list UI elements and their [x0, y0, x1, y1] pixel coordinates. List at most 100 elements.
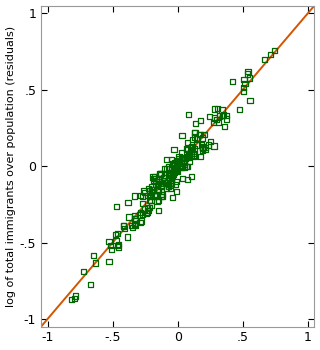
Point: [159, 182, 164, 188]
Point: [175, 158, 180, 164]
Point: [220, 107, 225, 113]
Point: [212, 106, 217, 112]
Point: [163, 180, 168, 185]
Point: [184, 164, 189, 169]
Point: [132, 220, 137, 226]
Point: [170, 161, 175, 166]
Point: [132, 222, 138, 228]
Point: [162, 172, 167, 178]
Point: [180, 163, 185, 168]
Point: [206, 142, 211, 148]
Point: [211, 120, 216, 125]
Point: [144, 211, 149, 216]
Point: [138, 192, 143, 198]
Point: [154, 192, 159, 197]
Point: [198, 154, 203, 160]
Point: [185, 140, 190, 145]
Point: [121, 223, 126, 229]
Point: [132, 215, 138, 221]
Point: [174, 189, 179, 194]
Point: [207, 113, 212, 119]
Point: [176, 158, 181, 163]
Point: [150, 174, 156, 180]
Point: [179, 157, 184, 163]
Point: [198, 118, 203, 124]
Point: [162, 175, 167, 180]
Point: [153, 193, 158, 199]
Point: [166, 164, 171, 170]
Point: [272, 48, 277, 53]
Point: [139, 218, 144, 224]
Point: [172, 160, 177, 165]
Point: [189, 144, 195, 150]
Point: [132, 213, 137, 218]
Point: [69, 297, 74, 303]
Point: [174, 167, 179, 173]
Point: [168, 173, 173, 178]
Point: [262, 57, 267, 62]
Point: [186, 154, 191, 160]
Point: [159, 192, 164, 197]
Point: [164, 156, 169, 162]
Point: [179, 164, 184, 169]
Point: [174, 159, 179, 164]
Point: [174, 162, 180, 168]
Point: [156, 181, 161, 187]
Point: [149, 187, 154, 192]
Point: [138, 210, 143, 215]
Point: [161, 175, 166, 181]
Point: [81, 269, 86, 275]
Point: [140, 201, 145, 206]
Point: [122, 226, 127, 232]
Point: [177, 154, 182, 159]
Point: [147, 205, 152, 211]
Point: [214, 117, 219, 122]
Point: [156, 180, 161, 186]
Point: [115, 231, 120, 236]
Point: [203, 145, 208, 150]
Point: [157, 172, 162, 177]
Point: [114, 204, 119, 210]
Point: [155, 186, 160, 192]
Point: [180, 164, 185, 170]
Point: [116, 244, 121, 250]
Point: [152, 174, 157, 179]
Point: [179, 149, 184, 155]
Point: [184, 146, 189, 152]
Point: [169, 167, 174, 172]
Point: [156, 176, 161, 182]
Point: [192, 134, 197, 140]
Point: [186, 146, 191, 152]
Point: [170, 173, 175, 179]
Point: [116, 242, 121, 247]
Point: [192, 130, 197, 135]
Point: [132, 193, 137, 199]
Point: [201, 132, 206, 137]
Point: [177, 160, 182, 166]
Point: [121, 223, 126, 228]
Point: [180, 132, 185, 138]
Point: [180, 176, 185, 181]
Point: [168, 180, 173, 186]
Point: [165, 180, 171, 186]
Point: [197, 132, 202, 137]
Point: [158, 171, 164, 176]
Point: [145, 208, 150, 213]
Point: [88, 281, 93, 287]
Point: [190, 136, 195, 142]
Point: [156, 179, 162, 184]
Point: [203, 147, 208, 153]
Point: [215, 106, 220, 111]
Point: [146, 186, 151, 191]
Point: [224, 113, 229, 119]
Point: [186, 111, 191, 117]
Point: [142, 190, 147, 195]
Point: [242, 77, 247, 83]
Point: [190, 152, 196, 158]
Point: [194, 136, 199, 141]
Point: [164, 186, 169, 192]
Point: [168, 180, 173, 186]
Point: [217, 113, 222, 119]
Point: [182, 161, 187, 167]
Point: [140, 211, 145, 217]
